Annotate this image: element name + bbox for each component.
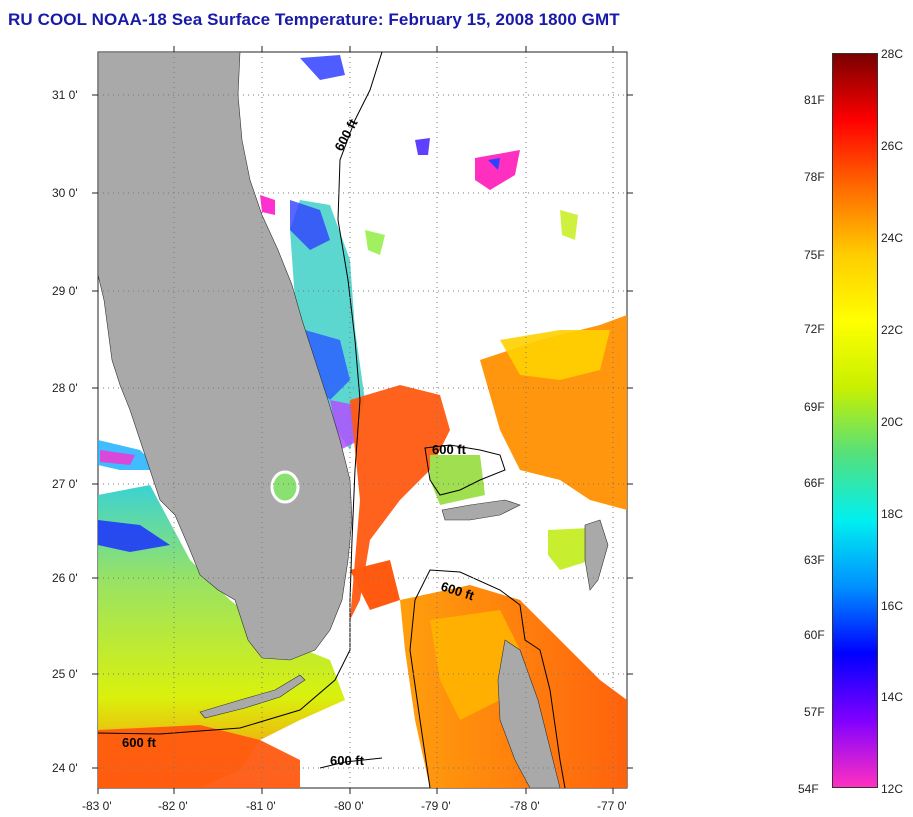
lat-label-27: 27 0': [52, 477, 78, 491]
celsius-label-22: 22C: [881, 323, 904, 337]
celsius-label-12: 12C: [881, 782, 904, 796]
fahrenheit-label-69: 69F: [804, 400, 825, 414]
lon-label-81: -81 0': [246, 799, 276, 813]
lon-label-83: -83 0': [82, 799, 112, 813]
celsius-label-20: 20C: [881, 415, 904, 429]
lon-label-79: -79 0': [421, 799, 451, 813]
contour-600ft-layer: [98, 52, 566, 788]
fahrenheit-label-57: 57F: [804, 705, 825, 719]
lat-label-25: 25 0': [52, 667, 78, 681]
florida-land: [98, 52, 353, 661]
lon-label-82: -82 0': [158, 799, 188, 813]
lat-label-24: 24 0': [52, 761, 78, 775]
tick-marks: [92, 46, 633, 794]
contour-label-gulf: 600 ft: [122, 735, 157, 750]
contour-label-bank: 600 ft: [432, 442, 467, 457]
andros-land: [497, 639, 561, 788]
abaco-land: [584, 519, 609, 591]
lat-label-29: 29 0': [52, 284, 78, 298]
celsius-label-16: 16C: [881, 599, 904, 613]
fahrenheit-label-60: 60F: [804, 628, 825, 642]
grand-bahama-land: [441, 499, 521, 521]
lon-label-78: -78 0': [510, 799, 540, 813]
lat-label-26: 26 0': [52, 571, 78, 585]
fahrenheit-label-63: 63F: [804, 553, 825, 567]
lat-label-28: 28 0': [52, 381, 78, 395]
lake-okeechobee: [270, 470, 300, 504]
contour-label-south: 600 ft: [330, 753, 365, 768]
temperature-colorbar: [832, 53, 878, 788]
fahrenheit-label-81: 81F: [804, 93, 825, 107]
fahrenheit-label-72: 72F: [804, 322, 825, 336]
page-title: RU COOL NOAA-18 Sea Surface Temperature:…: [8, 10, 620, 29]
lat-label-31: 31 0': [52, 88, 78, 102]
celsius-label-26: 26C: [881, 139, 904, 153]
celsius-label-14: 14C: [881, 690, 904, 704]
fahrenheit-label-66: 66F: [804, 476, 825, 490]
fahrenheit-label-78: 78F: [804, 170, 825, 184]
grid-lines: [98, 52, 627, 788]
celsius-label-18: 18C: [881, 507, 904, 521]
fahrenheit-label-54: 54F: [798, 782, 819, 796]
celsius-label-24: 24C: [881, 231, 904, 245]
celsius-label-28: 28C: [881, 47, 904, 61]
lon-label-77: -77 0': [597, 799, 627, 813]
fahrenheit-label-75: 75F: [804, 248, 825, 262]
lon-label-80: -80 0': [334, 799, 364, 813]
lat-label-30: 30 0': [52, 186, 78, 200]
florida-keys-land: [199, 674, 306, 719]
